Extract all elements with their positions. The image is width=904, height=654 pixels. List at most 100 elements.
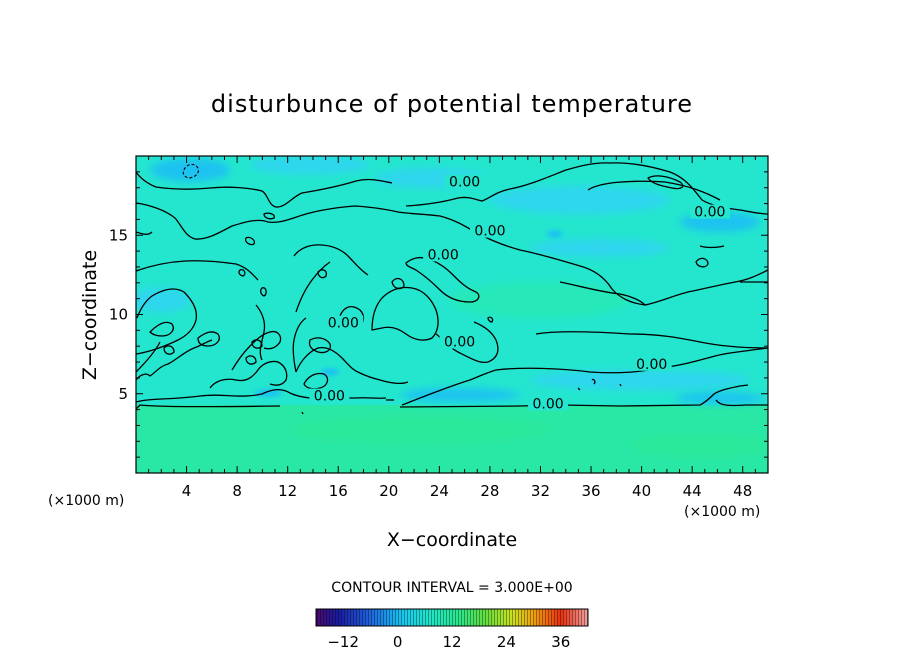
x-tick-label: 16 [329,482,348,500]
contour-line [317,269,328,279]
contour-labels: 0.00 0.00 0.00 0.00 0.00 0.00 0.00 0.00 0.00 [309,174,730,412]
contour-line [136,260,259,281]
colorbar-stripes [316,609,588,626]
x-axis-ticks: 4 8 12 16 20 24 28 32 36 40 44 48 [148,156,756,500]
contour-line [197,331,220,347]
colorbar-tick-label: 12 [442,633,461,651]
contour-line [371,286,439,341]
contour-label-gap [423,247,464,262]
contour-line [292,317,307,373]
contour-label: 0.00 [444,335,475,351]
y-tick-label: 15 [109,226,128,244]
contour-line [245,355,257,365]
cool-patch [400,388,520,402]
colorbar: −12 0 12 24 36 [315,608,589,651]
contour-line [136,288,198,355]
colorbar-frame [315,608,589,627]
contour-line [647,175,684,190]
contour-label-gap [528,396,569,411]
x-tick-label: 8 [232,482,242,500]
contour-line [391,277,405,290]
contour-label: 0.00 [474,224,505,240]
contour-line [587,180,721,201]
contour-line [535,331,768,349]
chart-title: disturbunce of potential temperature [211,90,693,118]
colorbar-ticks: −12 0 12 24 36 [327,633,570,651]
cool-patch [150,158,230,182]
y-axis-label: Z−coordinate [79,250,101,380]
dashed-contours [182,163,199,179]
contour-label: 0.00 [428,247,459,263]
warm-patch [450,282,630,318]
contour-line [487,316,494,323]
cool-patch [530,370,750,390]
x-tick-label: 20 [379,482,398,500]
colorbar-tick-label: 36 [551,633,570,651]
contour-label-gap [469,223,510,238]
x-unit-left: (×1000 m) [48,493,124,509]
contour-line [301,411,304,415]
contour-line [231,330,282,371]
x-axis-label: X−coordinate [387,529,517,551]
contour-line [695,257,709,268]
cool-patch [250,156,370,174]
contour-line [136,231,153,235]
x-tick-label: 44 [683,482,702,500]
y-tick-label: 5 [118,385,128,403]
contour-label: 0.00 [532,396,563,412]
contour-line [559,281,646,306]
cool-patch [530,239,670,257]
contour-label-gap [323,315,364,330]
contour-label: 0.00 [328,316,359,332]
contour-line [238,268,246,277]
contour-line [244,236,256,246]
contour-line [136,339,213,381]
contour-label-gap [689,204,730,219]
contour-line-negative [182,163,199,179]
upper-layer-fill [136,156,768,408]
contour-line [295,261,331,313]
contour-line [163,345,175,355]
x-tick-label: 40 [632,482,651,500]
y-tick-label: 10 [109,306,128,324]
contour-label-gap [444,174,485,189]
contour-line [399,384,768,408]
x-tick-label: 36 [581,482,600,500]
warm-patch [290,416,550,444]
contour-line [293,244,369,276]
contour-line [209,360,288,389]
contour-line [136,404,281,410]
x-tick-label: 24 [430,482,449,500]
x-unit-right: (×1000 m) [684,504,760,520]
contour-line [136,321,174,373]
contour-line [303,372,329,390]
colorbar-tick-label: 0 [393,633,403,651]
cool-patch [675,392,765,404]
contour-line [136,202,768,306]
contour-line [401,347,768,406]
warm-patch [630,433,768,457]
contour-line [255,304,266,361]
cool-patch [136,288,190,312]
contour-line [699,245,768,283]
cool-spot [254,389,282,397]
y-axis-ticks: 5 10 15 [109,171,768,458]
cool-patch [490,186,670,214]
x-tick-label: 48 [733,482,752,500]
cool-spot [321,368,339,376]
colorbar-tick-label: 24 [497,633,516,651]
contour-label: 0.00 [449,175,480,191]
contour-label: 0.00 [636,357,667,373]
contour-line [577,378,622,391]
heatmap-field [136,156,768,473]
contour-line [308,337,332,354]
contour-line [251,339,263,349]
contour-label-gap [631,356,672,371]
x-tick-label: 32 [531,482,550,500]
x-tick-label: 28 [480,482,499,500]
contour-line [260,287,267,297]
contour-interval-text: CONTOUR INTERVAL = 3.000E+00 [331,580,572,596]
contour-line [263,212,275,220]
contour-line [136,389,387,403]
